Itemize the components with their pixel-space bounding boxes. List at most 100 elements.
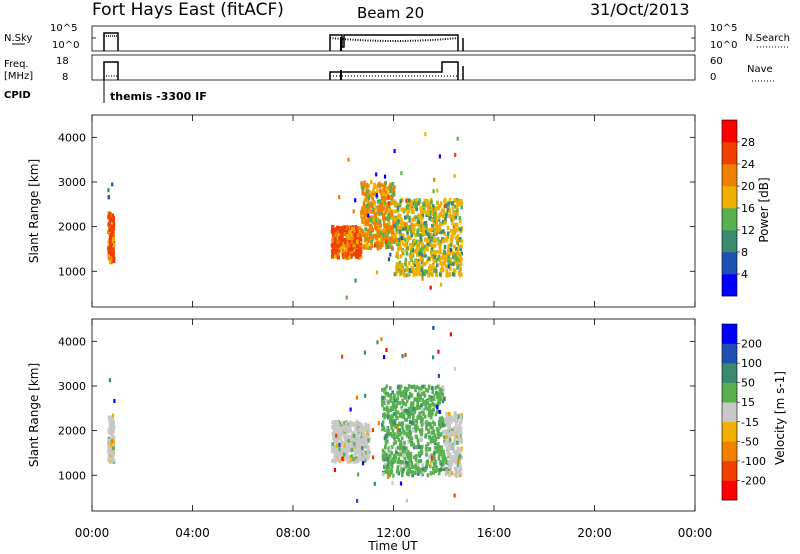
echo-cell	[371, 207, 375, 212]
colorbar-segment	[722, 274, 737, 297]
echo-cell	[438, 419, 441, 424]
echo-cell	[386, 245, 389, 249]
echo-cell	[421, 472, 424, 477]
echo-cell	[412, 406, 415, 411]
echo-cell	[434, 224, 438, 229]
echo-cell	[431, 397, 434, 402]
echo-cell	[358, 238, 361, 242]
echo-cell	[430, 453, 433, 458]
echo-cell	[390, 209, 394, 214]
echo-cell	[399, 393, 403, 398]
echo-cell	[364, 422, 367, 427]
echo-cell	[404, 464, 407, 469]
nsky-scale-top: 10^5	[50, 23, 77, 34]
echo-cell	[437, 206, 440, 211]
echo-cell	[405, 388, 409, 393]
echo-cell	[364, 188, 368, 193]
echo-cell	[430, 408, 433, 413]
echo-cell	[421, 225, 425, 230]
echo-cell	[389, 195, 393, 200]
echo-cell	[386, 457, 389, 462]
echo-cell	[371, 219, 375, 224]
echo-cell	[343, 232, 346, 236]
echo-cell	[360, 455, 363, 460]
colorbar-tick-label: -100	[741, 455, 766, 468]
echo-cell	[109, 447, 113, 452]
echo-cell	[430, 218, 434, 223]
echo-cell	[395, 230, 399, 235]
echo-cell	[441, 392, 445, 397]
echo-cell	[406, 468, 410, 473]
echo-cell	[370, 209, 373, 214]
echo-cell	[421, 417, 424, 421]
echo-cell	[442, 229, 445, 234]
echo-cell	[432, 429, 436, 434]
echo-cell	[433, 445, 437, 450]
echo-cell	[429, 264, 432, 269]
echo-cell	[437, 349, 440, 354]
echo-cell	[405, 248, 408, 253]
echo-cell	[367, 198, 370, 203]
echo-cell	[403, 463, 406, 468]
echo-cell	[373, 182, 376, 187]
echo-cell	[401, 249, 405, 254]
echo-cell	[448, 411, 451, 416]
echo-cell	[366, 239, 370, 244]
echo-cell	[438, 272, 442, 277]
echo-cell	[404, 257, 408, 262]
echo-cell	[440, 282, 443, 287]
echo-cell	[393, 419, 396, 424]
echo-cell	[430, 437, 433, 442]
echo-cell	[414, 249, 417, 253]
echo-cell	[460, 455, 463, 460]
echo-cell	[409, 469, 412, 474]
echo-cell	[433, 393, 437, 398]
echo-cell	[422, 401, 425, 406]
echo-cell	[403, 440, 406, 445]
echo-cell	[370, 180, 373, 185]
echo-cell	[442, 388, 445, 392]
echo-cell	[393, 453, 397, 458]
echo-cell	[417, 240, 420, 245]
echo-cell	[432, 256, 435, 261]
echo-cell	[410, 385, 413, 389]
echo-cell	[361, 216, 364, 221]
echo-cell	[355, 228, 358, 233]
echo-cell	[388, 416, 392, 420]
echo-cell	[439, 397, 443, 402]
echo-cell	[379, 183, 382, 188]
echo-cell	[416, 405, 419, 410]
echo-cell	[403, 237, 407, 242]
echo-cell	[439, 268, 443, 273]
echo-cell	[383, 184, 386, 189]
echo-cell	[432, 222, 436, 227]
echo-cell	[402, 223, 405, 228]
echo-cell	[356, 255, 360, 259]
echo-cell	[457, 245, 460, 250]
echo-cell	[401, 226, 404, 231]
echo-cell	[430, 271, 434, 276]
echo-cell	[372, 189, 375, 194]
echo-cell	[347, 438, 351, 443]
echo-cell	[416, 464, 419, 469]
echo-cell	[112, 247, 115, 252]
echo-cell	[346, 454, 350, 459]
echo-cell	[109, 240, 112, 245]
echo-cell	[408, 215, 411, 220]
echo-cell	[453, 441, 456, 446]
echo-cell	[405, 453, 408, 458]
x-tick-label: 20:00	[577, 526, 612, 540]
echo-cell	[426, 473, 430, 478]
echo-cell	[387, 474, 390, 479]
echo-cell	[398, 428, 402, 433]
echo-cell	[367, 446, 370, 451]
echo-cell	[427, 228, 430, 233]
echo-cell	[455, 261, 459, 266]
echo-cell	[395, 220, 398, 225]
echo-cell	[333, 434, 336, 439]
echo-cell	[445, 270, 449, 275]
echo-cell	[386, 439, 389, 444]
echo-cell	[387, 393, 390, 398]
echo-cell	[403, 417, 407, 422]
echo-cell	[403, 215, 407, 220]
